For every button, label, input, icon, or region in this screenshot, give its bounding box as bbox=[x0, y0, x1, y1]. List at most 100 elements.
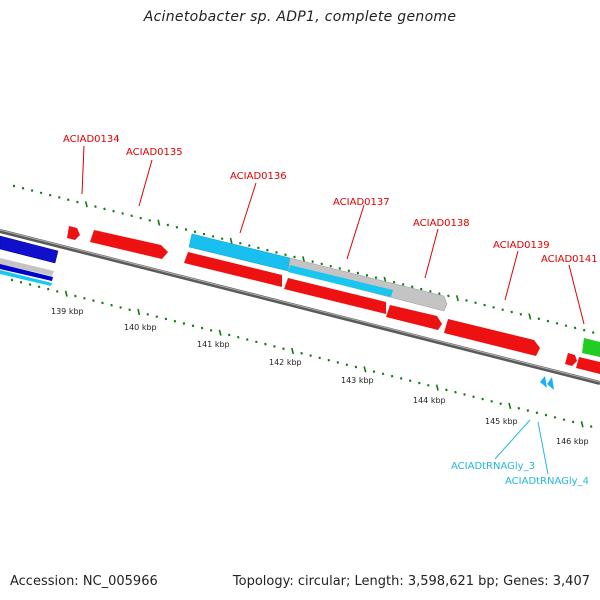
minor-tick bbox=[399, 377, 403, 380]
minor-tick bbox=[121, 212, 124, 215]
gene-arrow-aciad0139[interactable] bbox=[386, 305, 442, 330]
major-tick bbox=[229, 237, 233, 245]
minor-tick bbox=[209, 329, 213, 332]
label-leader-lines bbox=[81, 145, 585, 475]
gene-arrow-aciad0141b[interactable] bbox=[576, 357, 600, 374]
gene-arrow-blue[interactable] bbox=[0, 235, 59, 264]
minor-tick bbox=[474, 301, 477, 305]
minor-tick bbox=[420, 287, 423, 291]
kbp-label: 143 kbp bbox=[341, 376, 374, 385]
gene-arrow-cyan-long[interactable] bbox=[288, 265, 393, 297]
gene-label-aciad0135[interactable]: ACIAD0135 bbox=[126, 147, 183, 158]
map-title: Acinetobacter sp. ADP1, complete genome bbox=[143, 9, 457, 25]
minor-tick bbox=[248, 244, 251, 247]
minor-tick bbox=[184, 228, 188, 231]
gene-arrow-grey-small[interactable] bbox=[0, 258, 54, 276]
minor-tick bbox=[255, 340, 258, 344]
minor-tick bbox=[166, 223, 170, 227]
gene-arrow-aciad0141a[interactable] bbox=[565, 353, 577, 366]
minor-tick bbox=[30, 189, 34, 192]
minor-tick bbox=[284, 253, 287, 257]
minor-tick bbox=[562, 418, 566, 421]
minor-tick bbox=[293, 255, 296, 259]
minor-tick bbox=[571, 420, 575, 424]
minor-tick bbox=[311, 260, 314, 263]
minor-tick bbox=[490, 400, 493, 403]
minor-tick bbox=[273, 345, 276, 348]
minor-tick bbox=[83, 297, 86, 300]
minor-tick bbox=[257, 246, 260, 250]
kbp-scale-labels: 139 kbp 140 kbp 141 kbp 142 kbp 143 kbp … bbox=[51, 307, 589, 446]
minor-tick bbox=[146, 313, 149, 316]
gene-label-group: ACIAD0134 ACIAD0135 ACIAD0136 ACIAD0137 … bbox=[63, 134, 598, 487]
minor-tick bbox=[191, 324, 195, 328]
gene-label-aciad0137[interactable]: ACIAD0137 bbox=[333, 197, 390, 208]
minor-tick bbox=[175, 225, 179, 229]
minor-tick bbox=[546, 319, 550, 323]
major-tick bbox=[435, 384, 439, 391]
minor-tick bbox=[465, 299, 468, 302]
minor-tick bbox=[37, 285, 41, 289]
minor-tick bbox=[573, 326, 577, 330]
minor-tick bbox=[381, 372, 385, 376]
kbp-label: 145 kbp bbox=[485, 417, 518, 426]
minor-tick bbox=[139, 216, 142, 220]
minor-tick bbox=[445, 388, 448, 392]
gene-arrow-aciad0135[interactable] bbox=[90, 230, 168, 259]
trna-arrow-3[interactable] bbox=[540, 376, 547, 388]
minor-tick bbox=[429, 290, 432, 293]
gene-arrow-aciad0138[interactable] bbox=[284, 278, 386, 314]
minor-tick bbox=[76, 200, 79, 204]
minor-tick bbox=[354, 365, 358, 369]
gene-arrow-darkblue[interactable] bbox=[0, 264, 53, 281]
minor-tick bbox=[356, 271, 360, 275]
minor-tick bbox=[481, 397, 484, 401]
gene-arrow-aciad0140[interactable] bbox=[444, 319, 540, 356]
gene-arrow-aciad0134[interactable] bbox=[67, 226, 80, 240]
gene-label-aciad0134[interactable]: ACIAD0134 bbox=[63, 134, 120, 145]
minor-tick bbox=[21, 186, 25, 190]
minor-tick bbox=[94, 205, 97, 208]
minor-tick bbox=[589, 425, 593, 428]
minor-tick bbox=[374, 276, 378, 279]
minor-tick bbox=[517, 406, 521, 410]
minor-tick bbox=[67, 198, 70, 202]
minor-tick bbox=[56, 290, 59, 293]
minor-tick bbox=[582, 328, 586, 332]
minor-tick bbox=[535, 411, 539, 415]
gene-label-aciad0139[interactable]: ACIAD0139 bbox=[493, 240, 550, 251]
minor-tick bbox=[427, 384, 430, 387]
major-tick bbox=[291, 347, 295, 355]
minor-tick bbox=[10, 278, 14, 282]
minor-tick bbox=[365, 273, 369, 277]
minor-tick bbox=[526, 409, 530, 412]
gene-arrow-cyan-small[interactable] bbox=[0, 270, 52, 286]
minor-tick bbox=[19, 280, 23, 284]
reverse-strand-features bbox=[0, 252, 600, 390]
major-tick bbox=[157, 219, 161, 226]
minor-tick bbox=[220, 237, 224, 240]
minor-tick bbox=[418, 381, 421, 385]
gene-label-aciad0136[interactable]: ACIAD0136 bbox=[230, 171, 287, 182]
kbp-label: 144 kbp bbox=[413, 396, 446, 405]
minor-tick bbox=[555, 322, 559, 325]
gene-label-aciad0138[interactable]: ACIAD0138 bbox=[413, 218, 470, 229]
minor-tick bbox=[392, 280, 396, 284]
minor-tick bbox=[492, 306, 495, 309]
minor-tick bbox=[345, 363, 349, 367]
minor-tick bbox=[519, 312, 523, 316]
gene-arrow-aciad0137[interactable] bbox=[184, 252, 282, 287]
minor-tick bbox=[58, 196, 61, 199]
gene-arrow-green[interactable] bbox=[582, 338, 600, 357]
minor-tick bbox=[553, 416, 557, 419]
major-tick bbox=[455, 295, 459, 302]
gene-label-trna-gly-4[interactable]: ACIADtRNAGly_4 bbox=[505, 476, 589, 487]
gene-label-trna-gly-3[interactable]: ACIADtRNAGly_3 bbox=[451, 461, 535, 472]
accession-label: Accession: NC_005966 bbox=[10, 574, 158, 589]
trna-arrow-4[interactable] bbox=[547, 377, 554, 390]
gene-label-aciad0141[interactable]: ACIAD0141 bbox=[541, 254, 598, 265]
minor-tick bbox=[103, 207, 106, 211]
minor-tick bbox=[338, 267, 342, 270]
major-tick bbox=[363, 366, 367, 373]
major-tick bbox=[64, 290, 68, 297]
